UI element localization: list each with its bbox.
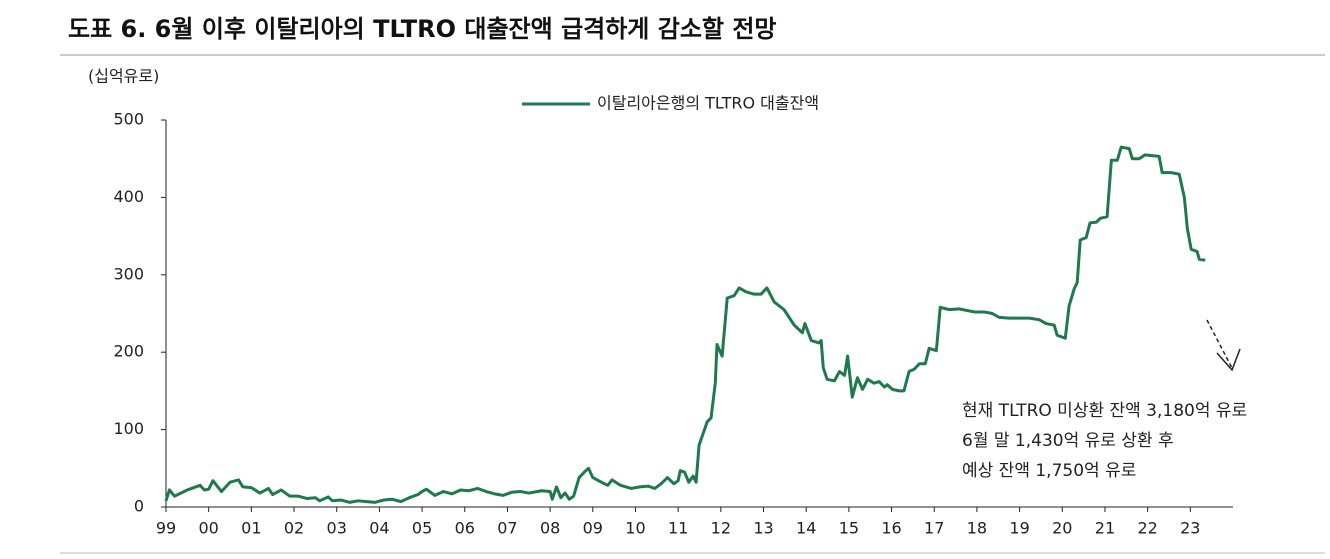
- y-tick-label: 500: [113, 110, 144, 129]
- x-tick-label: 08: [540, 519, 560, 538]
- x-tick-label: 01: [241, 519, 261, 538]
- x-tick-label: 11: [668, 519, 688, 538]
- x-tick-label: 17: [924, 519, 944, 538]
- x-tick-label: 12: [711, 519, 731, 538]
- x-tick-label: 02: [284, 519, 304, 538]
- arrow-line: [1206, 319, 1233, 369]
- x-tick-label: 18: [967, 519, 987, 538]
- y-tick-label: 300: [113, 264, 144, 283]
- x-tick-label: 23: [1180, 519, 1200, 538]
- chart-title: 도표 6. 6월 이후 이탈리아의 TLTRO 대출잔액 급격하게 감소할 전망: [68, 15, 777, 43]
- x-tick-label: 21: [1095, 519, 1115, 538]
- x-tick-label: 19: [1009, 519, 1029, 538]
- y-tick-label: 100: [113, 419, 144, 438]
- x-tick-label: 14: [796, 519, 816, 538]
- y-tick-label: 200: [113, 342, 144, 361]
- x-tick-label: 20: [1052, 519, 1072, 538]
- x-tick-label: 03: [327, 519, 347, 538]
- x-tick-label: 06: [455, 519, 475, 538]
- annotation: 현재 TLTRO 미상환 잔액 3,180억 유로: [962, 401, 1247, 421]
- arrow-head: [1216, 348, 1241, 372]
- x-tick-label: 10: [625, 519, 645, 538]
- x-tick-label: 15: [839, 519, 859, 538]
- x-tick-label: 04: [369, 519, 389, 538]
- x-tick-label: 22: [1137, 519, 1157, 538]
- x-tick-label: 05: [412, 519, 432, 538]
- legend-label: 이탈리아은행의 TLTRO 대출잔액: [597, 94, 819, 113]
- x-tick-label: 07: [497, 519, 517, 538]
- x-tick-label: 16: [881, 519, 901, 538]
- annotation: 6월 말 1,430억 유로 상환 후: [962, 431, 1174, 451]
- annotation: 예상 잔액 1,750억 유로: [962, 461, 1136, 481]
- y-tick-label: 0: [134, 497, 144, 516]
- data-line: [164, 145, 1206, 504]
- x-tick-label: 00: [199, 519, 219, 538]
- y-tick-label: 400: [113, 187, 144, 206]
- x-tick-label: 13: [753, 519, 773, 538]
- x-tick-label: 99: [156, 519, 176, 538]
- y-axis-label: (십억유로): [88, 67, 159, 86]
- x-tick-label: 09: [583, 519, 603, 538]
